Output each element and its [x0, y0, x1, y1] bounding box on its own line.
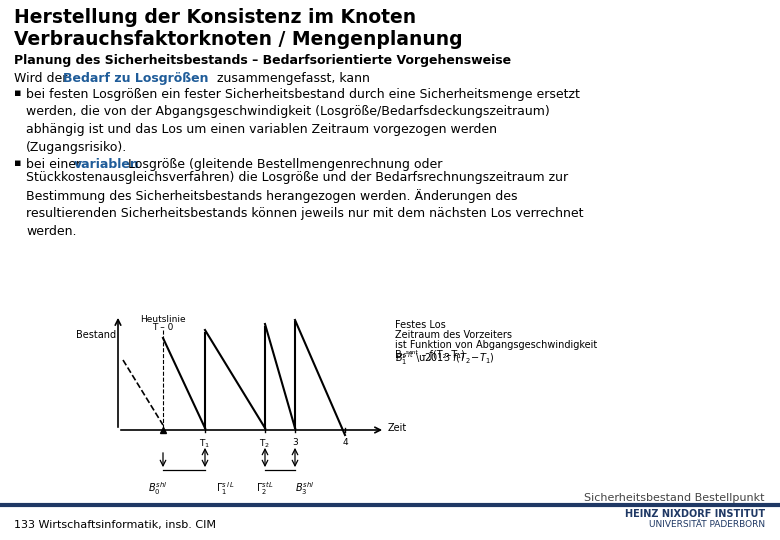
Text: Bedarf zu Losgrößen: Bedarf zu Losgrößen [63, 72, 208, 85]
Text: Zeit: Zeit [388, 423, 407, 433]
Text: bei festen Losgrößen ein fester Sicherheitsbestand durch eine Sicherheitsmenge e: bei festen Losgrößen ein fester Sicherhe… [26, 88, 580, 153]
Text: 133 Wirtschaftsinformatik, insb. CIM: 133 Wirtschaftsinformatik, insb. CIM [14, 520, 216, 530]
Text: 3: 3 [292, 438, 298, 447]
Text: Herstellung der Konsistenz im Knoten: Herstellung der Konsistenz im Knoten [14, 8, 416, 27]
Text: ist Funktion von Abgangsgeschwindigkeit: ist Funktion von Abgangsgeschwindigkeit [395, 340, 597, 350]
Text: Heutslinie: Heutslinie [140, 315, 186, 324]
Text: Losgröße (gleitende Bestellmengenrechnung oder: Losgröße (gleitende Bestellmengenrechnun… [124, 158, 442, 171]
Text: HEINZ NIXDORF INSTITUT: HEINZ NIXDORF INSTITUT [625, 509, 765, 519]
Text: $B_0^{shl}$: $B_0^{shl}$ [148, 480, 168, 497]
Text: $\Gamma_2^{st\,L}$: $\Gamma_2^{st\,L}$ [256, 480, 274, 497]
Text: T$_1$: T$_1$ [200, 438, 211, 450]
Text: Wird der: Wird der [14, 72, 72, 85]
Text: variablen: variablen [74, 158, 140, 171]
Text: T – 0: T – 0 [152, 323, 174, 332]
Text: $B_1^{s\,lt}$ \u2013 $f(T_2\!-\!T_1)$: $B_1^{s\,lt}$ \u2013 $f(T_2\!-\!T_1)$ [395, 350, 495, 367]
Text: $B_3^{shl}$: $B_3^{shl}$ [296, 480, 314, 497]
Text: bei einer: bei einer [26, 158, 85, 171]
Text: Verbrauchsfaktorknoten / Mengenplanung: Verbrauchsfaktorknoten / Mengenplanung [14, 30, 463, 49]
Text: Zeitraum des Vorzeiters: Zeitraum des Vorzeiters [395, 330, 512, 340]
Text: ▪: ▪ [14, 158, 22, 168]
Text: Sicherheitsbestand Bestellpunkt: Sicherheitsbestand Bestellpunkt [584, 493, 765, 503]
Text: $\Gamma_1^{s\,l\,L}$: $\Gamma_1^{s\,l\,L}$ [216, 480, 234, 497]
Text: ▪: ▪ [14, 88, 22, 98]
Text: T$_2$: T$_2$ [260, 438, 271, 450]
Text: Bestand: Bestand [76, 330, 116, 340]
Text: zusammengefasst, kann: zusammengefasst, kann [213, 72, 370, 85]
Text: Planung des Sicherheitsbestands – Bedarfsorientierte Vorgehensweise: Planung des Sicherheitsbestands – Bedarf… [14, 54, 511, 67]
Text: UNIVERSITÄT PADERBORN: UNIVERSITÄT PADERBORN [649, 520, 765, 529]
Text: Stückkostenausgleichsverfahren) die Losgröße und der Bedarfsrechnungszeitraum zu: Stückkostenausgleichsverfahren) die Losg… [26, 171, 583, 238]
Text: Festes Los: Festes Los [395, 320, 445, 330]
Text: B₁ˢᵐᵗ – ƒ(T₂–T₁): B₁ˢᵐᵗ – ƒ(T₂–T₁) [395, 350, 465, 360]
Text: 4: 4 [342, 438, 348, 447]
